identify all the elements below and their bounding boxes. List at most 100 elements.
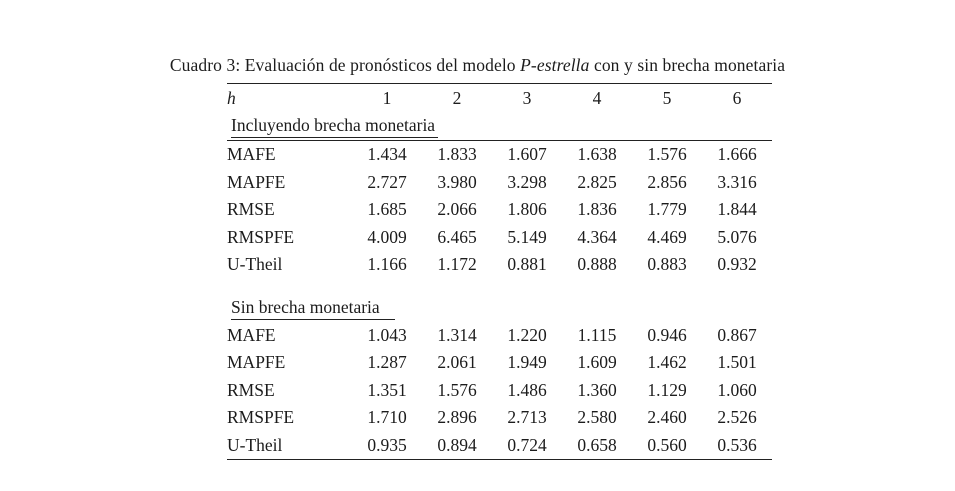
metric-value: 2.061 [437, 352, 477, 373]
metric-value: 0.724 [507, 434, 547, 455]
metric-label: MAFE [227, 324, 276, 345]
metric-label: RMSE [227, 379, 275, 400]
metric-value: 1.844 [717, 199, 757, 220]
metric-value: 1.638 [577, 144, 617, 165]
metric-value: 1.501 [717, 352, 757, 373]
metric-value: 0.883 [647, 254, 687, 275]
header-horizon-3: 3 [522, 88, 532, 108]
metric-label: RMSE [227, 199, 275, 220]
section-2-header-cell: Sin brecha monetaria [227, 295, 772, 322]
header-horizon-1: 1 [382, 88, 392, 108]
metric-value: 3.316 [717, 171, 757, 192]
metric-value: 1.115 [577, 324, 617, 345]
metric-value: 1.607 [507, 144, 547, 165]
metric-value: 1.576 [647, 144, 687, 165]
metric-value: 1.806 [507, 199, 547, 220]
metric-label: MAPFE [227, 352, 286, 373]
metric-value: 2.066 [437, 199, 477, 220]
metric-value: 0.658 [577, 434, 617, 455]
metric-value: 6.465 [437, 226, 477, 247]
metric-value: 4.469 [647, 226, 687, 247]
caption-suffix: con y sin brecha monetaria [589, 55, 786, 75]
metric-label: RMSPFE [227, 226, 295, 247]
metric-value: 1.576 [437, 379, 477, 400]
metric-row-mapfe-1: MAPFE 2.727 3.980 3.298 2.825 2.856 3.31… [227, 169, 772, 197]
metric-label: RMSPFE [227, 407, 295, 428]
metric-value: 0.894 [437, 434, 477, 455]
section-1-header-row: Incluyendo brecha monetaria [227, 113, 772, 141]
metric-value: 1.685 [367, 199, 407, 220]
metric-label: MAPFE [227, 171, 286, 192]
metric-value: 2.825 [577, 171, 617, 192]
metric-value: 1.060 [717, 379, 757, 400]
section-2-label: Sin brecha monetaria [231, 297, 395, 320]
metric-value: 1.166 [367, 254, 407, 275]
metric-row-mafe-1: MAFE 1.434 1.833 1.607 1.638 1.576 1.666 [227, 141, 772, 169]
metric-value: 2.713 [507, 407, 547, 428]
metric-row-utheil-1: U-Theil 1.166 1.172 0.881 0.888 0.883 0.… [227, 251, 772, 279]
forecast-evaluation-table: h 1 2 3 4 5 6 Incluyendo brecha monetari… [227, 83, 772, 460]
metric-value: 0.867 [717, 324, 757, 345]
header-horizon-symbol: h [227, 88, 236, 108]
metric-value: 0.946 [647, 324, 687, 345]
metric-value: 5.149 [507, 226, 547, 247]
metric-row-rmse-2: RMSE 1.351 1.576 1.486 1.360 1.129 1.060 [227, 377, 772, 405]
metric-value: 1.710 [367, 407, 407, 428]
metric-value: 3.298 [507, 171, 547, 192]
metric-value: 2.727 [367, 171, 407, 192]
metric-value: 2.896 [437, 407, 477, 428]
section-2-header-row: Sin brecha monetaria [227, 295, 772, 322]
metric-row-rmse-1: RMSE 1.685 2.066 1.806 1.836 1.779 1.844 [227, 196, 772, 224]
caption-model-name: P-estrella [520, 55, 590, 75]
metric-value: 4.009 [367, 226, 407, 247]
header-row: h 1 2 3 4 5 6 [227, 84, 772, 114]
section-spacer-row [227, 279, 772, 295]
section-1-label: Incluyendo brecha monetaria [231, 115, 439, 138]
metric-label: MAFE [227, 144, 276, 165]
metric-value: 0.935 [367, 434, 407, 455]
metric-value: 1.836 [577, 199, 617, 220]
metric-value: 1.609 [577, 352, 617, 373]
metric-value: 1.779 [647, 199, 687, 220]
header-horizon-5: 5 [662, 88, 672, 108]
metric-value: 1.949 [507, 352, 547, 373]
header-horizon-6: 6 [732, 88, 742, 108]
header-horizon-2: 2 [452, 88, 462, 108]
caption-prefix: Cuadro 3: Evaluación de pronósticos del … [169, 55, 521, 75]
metric-value: 1.129 [647, 379, 687, 400]
metric-value: 5.076 [717, 226, 757, 247]
metric-label: U-Theil [227, 254, 283, 275]
section-spacer-cell [227, 279, 772, 295]
metric-label: U-Theil [227, 434, 283, 455]
metric-value: 1.351 [367, 379, 407, 400]
metric-value: 0.881 [507, 254, 547, 275]
section-1-header-cell: Incluyendo brecha monetaria [227, 113, 772, 141]
metric-value: 2.526 [717, 407, 757, 428]
metric-value: 1.220 [507, 324, 547, 345]
table-caption: Cuadro 3: Evaluación de pronósticos del … [0, 55, 955, 76]
metric-value: 2.460 [647, 407, 687, 428]
metric-row-mapfe-2: MAPFE 1.287 2.061 1.949 1.609 1.462 1.50… [227, 349, 772, 377]
metric-value: 0.536 [717, 434, 757, 455]
metric-value: 1.833 [437, 144, 477, 165]
metric-value: 1.434 [367, 144, 407, 165]
metric-value: 2.580 [577, 407, 617, 428]
metric-row-rmspfe-2: RMSPFE 1.710 2.896 2.713 2.580 2.460 2.5… [227, 404, 772, 432]
metric-row-utheil-2: U-Theil 0.935 0.894 0.724 0.658 0.560 0.… [227, 432, 772, 460]
metric-value: 3.980 [437, 171, 477, 192]
metric-value: 1.287 [367, 352, 407, 373]
metric-value: 2.856 [647, 171, 687, 192]
metric-value: 1.314 [437, 324, 477, 345]
metric-value: 1.043 [367, 324, 407, 345]
metric-value: 0.560 [647, 434, 687, 455]
metric-value: 1.360 [577, 379, 617, 400]
metric-value: 0.932 [717, 254, 757, 275]
metric-row-mafe-2: MAFE 1.043 1.314 1.220 1.115 0.946 0.867 [227, 322, 772, 350]
header-horizon-4: 4 [592, 88, 602, 108]
metric-row-rmspfe-1: RMSPFE 4.009 6.465 5.149 4.364 4.469 5.0… [227, 224, 772, 252]
metric-value: 1.172 [437, 254, 477, 275]
metric-value: 1.486 [507, 379, 547, 400]
metric-value: 1.666 [717, 144, 757, 165]
metric-value: 1.462 [647, 352, 687, 373]
